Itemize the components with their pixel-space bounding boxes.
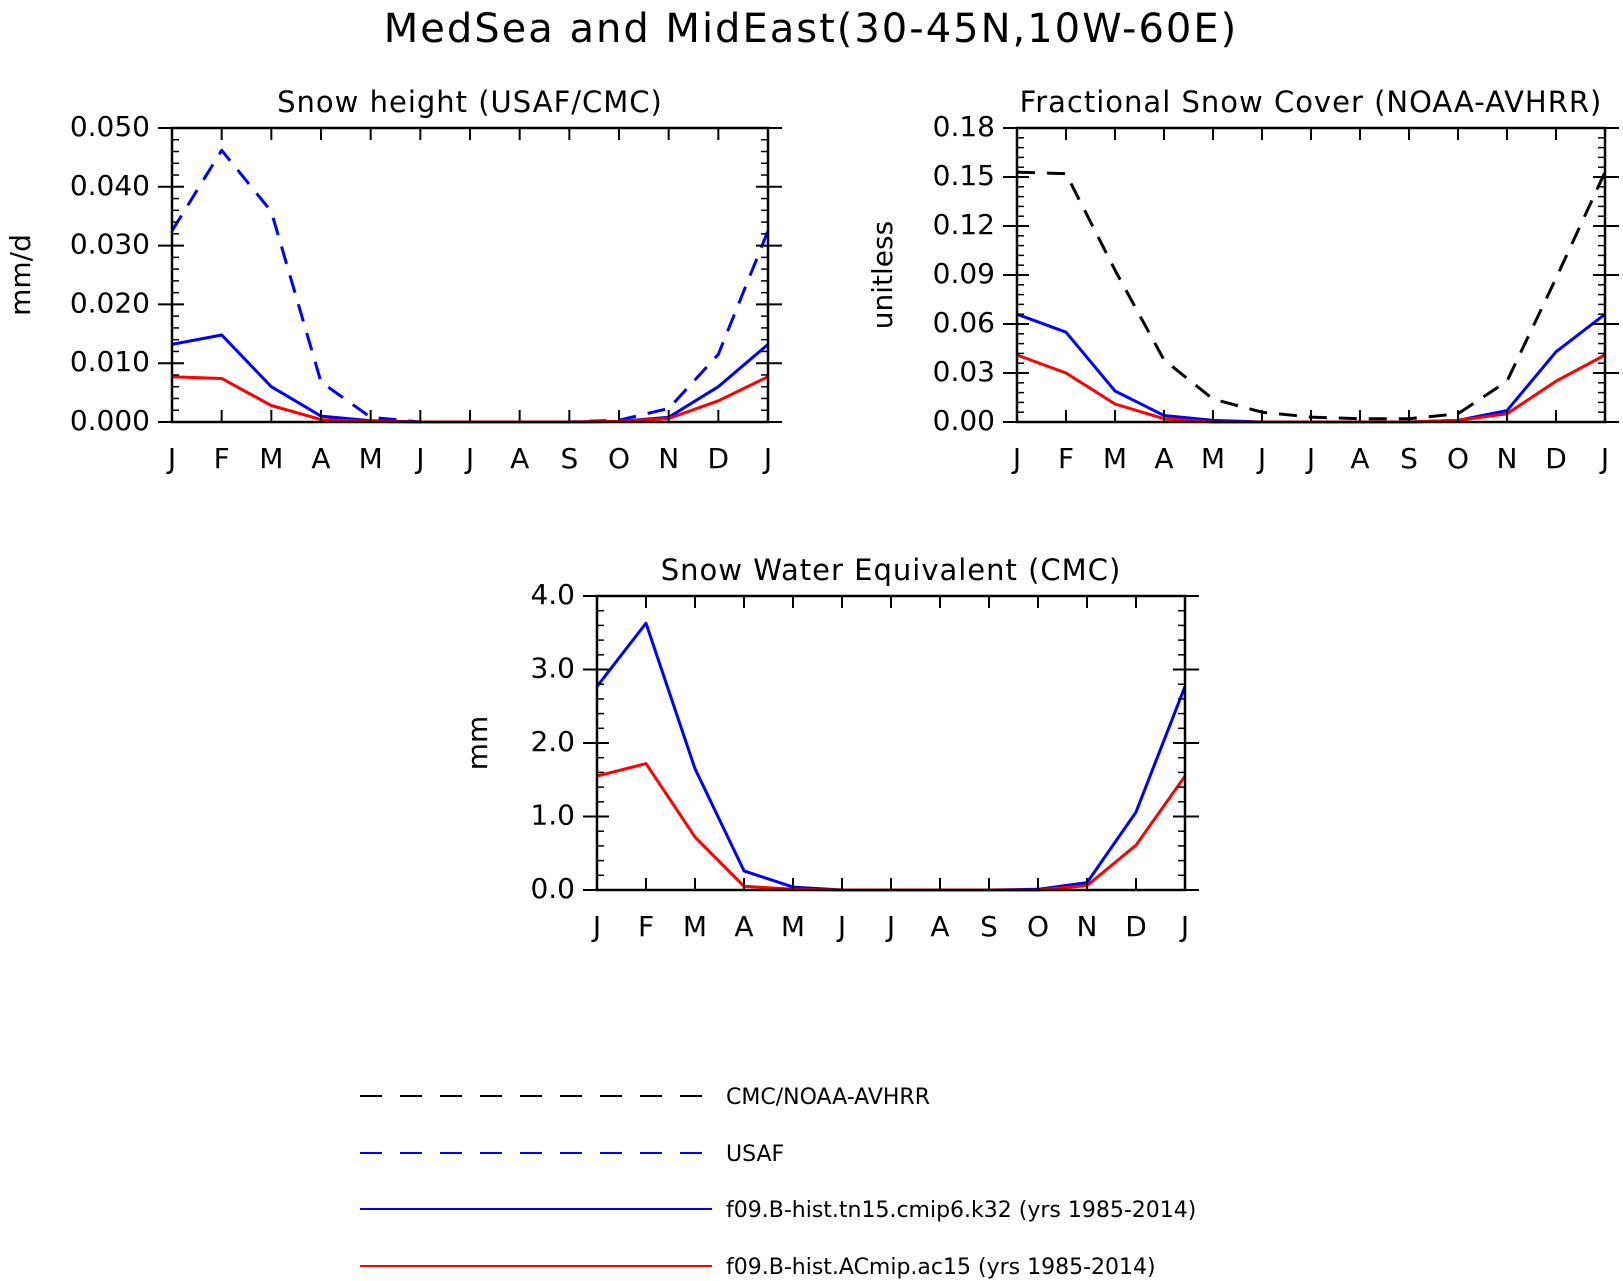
snow-cover-y-axis: 0.00 0.03 0.06 0.09 0.12 0.15 0.18: [933, 110, 1619, 437]
snow-cover-y-axis-title: unitless: [866, 221, 899, 329]
swe-y-axis: 0.0 1.0 2.0 3.0 4.0: [530, 578, 1199, 905]
y-tick-label: 0.040: [70, 169, 150, 202]
snow-height-y-axis: 0.000 0.010 0.020 0.030 0.040 0.050: [70, 110, 782, 437]
snow-cover-series-line-0: [1016, 170, 1607, 421]
y-tick-label: 1.0: [530, 799, 575, 832]
x-tick-label: N: [1497, 442, 1518, 475]
x-tick-label: J: [1305, 442, 1315, 475]
y-tick-label: 0.03: [933, 355, 995, 388]
legend: CMC/NOAA-AVHRR USAF f09.B-hist.tn15.cmip6.…: [360, 1085, 1196, 1280]
y-tick-label: 0.030: [70, 228, 150, 261]
x-tick-label: J: [836, 910, 846, 943]
y-tick-label: 0.020: [70, 286, 150, 319]
figure-title: MedSea and MidEast(30-45N,10W-60E): [384, 6, 1239, 52]
x-tick-label: N: [1077, 910, 1098, 943]
x-tick-label: A: [930, 910, 949, 943]
y-tick-label: 0.06: [933, 306, 995, 339]
legend-entry-0: CMC/NOAA-AVHRR: [360, 1085, 930, 1110]
x-tick-label: J: [591, 910, 601, 943]
x-tick-label: M: [781, 910, 805, 943]
x-tick-label: M: [683, 910, 707, 943]
swe-y-axis-title: mm: [461, 716, 494, 771]
y-tick-label: 0.0: [530, 872, 575, 905]
chart-panels: Snow height (USAF/CMC)mm/dJ F M A M J J A S O N D J0…: [4, 85, 1619, 943]
x-tick-label: J: [1256, 442, 1266, 475]
snow-height-title: Snow height (USAF/CMC): [277, 85, 663, 119]
snow-cover-title: Fractional Snow Cover (NOAA-AVHRR): [1020, 85, 1603, 119]
x-tick-label: O: [1027, 910, 1049, 943]
y-tick-label: 0.000: [70, 404, 150, 437]
swe-title: Snow Water Equivalent (CMC): [661, 553, 1122, 587]
x-tick-label: O: [1447, 442, 1469, 475]
legend-entry-2: f09.B-hist.tn15.cmip6.k32 (yrs 1985-2014…: [360, 1198, 1196, 1223]
x-tick-label: M: [1103, 442, 1127, 475]
x-tick-label: M: [259, 442, 283, 475]
x-tick-label: S: [980, 910, 998, 943]
x-tick-label: A: [734, 910, 753, 943]
x-tick-label: N: [658, 442, 679, 475]
y-tick-label: 0.15: [933, 159, 995, 192]
legend-label: f09.B-hist.ACmip.ac15 (yrs 1985-2014): [726, 1255, 1156, 1280]
legend-label: f09.B-hist.tn15.cmip6.k32 (yrs 1985-2014…: [726, 1198, 1196, 1223]
legend-entry-1: USAF: [360, 1142, 784, 1167]
y-tick-label: 0.050: [70, 110, 150, 143]
y-tick-label: 2.0: [530, 725, 575, 758]
x-tick-label: J: [762, 442, 772, 475]
x-tick-label: A: [510, 442, 529, 475]
legend-label: CMC/NOAA-AVHRR: [726, 1085, 930, 1110]
x-tick-label: F: [1058, 442, 1074, 475]
x-tick-label: F: [214, 442, 230, 475]
x-tick-label: D: [1545, 442, 1567, 475]
x-tick-label: J: [1011, 442, 1021, 475]
x-tick-label: J: [1179, 910, 1189, 943]
x-tick-label: M: [359, 442, 383, 475]
snow-height-chart: Snow height (USAF/CMC)mm/dJ F M A M J J A S O N D J0…: [4, 85, 782, 475]
x-tick-label: J: [464, 442, 474, 475]
y-tick-label: 3.0: [530, 652, 575, 685]
y-tick-label: 4.0: [530, 578, 575, 611]
x-tick-label: J: [166, 442, 176, 475]
snow-height-series-line-1: [171, 333, 769, 424]
swe-series-line-0: [595, 621, 1187, 892]
x-tick-label: A: [1154, 442, 1173, 475]
swe-chart: Snow Water Equivalent (CMC)mmJ F M A M J J A S O N…: [461, 553, 1199, 943]
x-tick-label: A: [1350, 442, 1369, 475]
snow-height-y-axis-title: mm/d: [4, 234, 37, 316]
x-tick-label: J: [885, 910, 895, 943]
x-tick-label: A: [311, 442, 330, 475]
x-tick-label: F: [638, 910, 654, 943]
legend-label: USAF: [726, 1142, 784, 1167]
snow-cover-chart: Fractional Snow Cover (NOAA-AVHRR) unitle…: [866, 85, 1619, 475]
snow-height-series-line-0: [170, 148, 770, 424]
x-tick-label: O: [608, 442, 630, 475]
x-tick-label: S: [1400, 442, 1418, 475]
y-tick-label: 0.00: [933, 404, 995, 437]
y-tick-label: 0.12: [933, 208, 995, 241]
x-tick-label: M: [1201, 442, 1225, 475]
legend-entry-3: f09.B-hist.ACmip.ac15 (yrs 1985-2014): [360, 1255, 1156, 1280]
y-tick-label: 0.010: [70, 345, 150, 378]
x-tick-label: D: [1125, 910, 1147, 943]
x-tick-label: D: [708, 442, 730, 475]
y-tick-label: 0.09: [933, 257, 995, 290]
x-tick-label: S: [560, 442, 578, 475]
y-tick-label: 0.18: [933, 110, 995, 143]
x-tick-label: J: [414, 442, 424, 475]
x-tick-label: J: [1599, 442, 1609, 475]
